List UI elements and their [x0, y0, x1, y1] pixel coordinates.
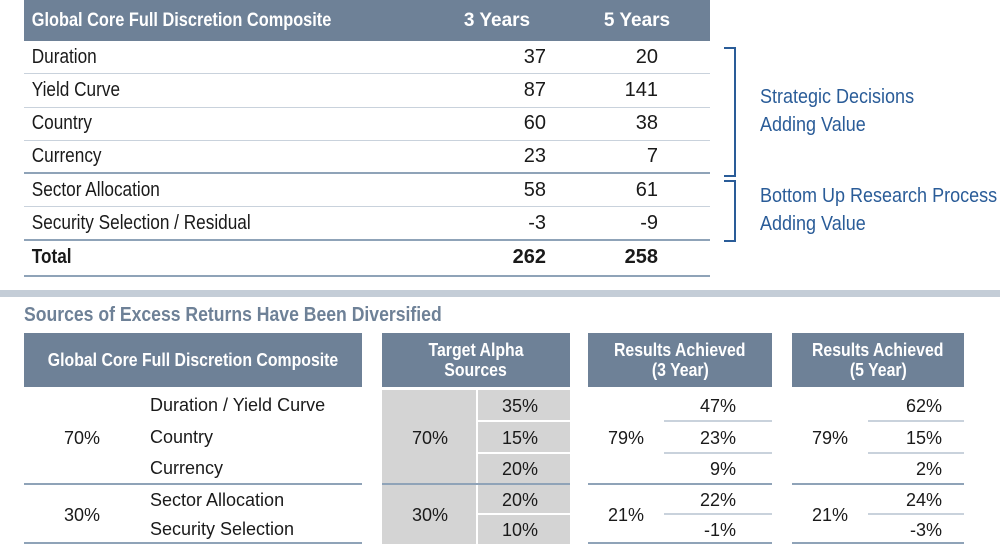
row-5-year-value: 61	[635, 178, 658, 201]
table-row: Sector Allocation 58 61	[24, 174, 710, 208]
row-divider	[868, 420, 964, 422]
res3-value: 23%	[699, 428, 736, 448]
target-total: 70%	[412, 428, 449, 448]
row-3-year-value: -3	[528, 211, 546, 234]
total-label: Total	[31, 246, 72, 269]
res3-total: 79%	[608, 428, 645, 448]
section-divider	[0, 290, 1000, 297]
table-bottom-border	[792, 542, 964, 544]
table-row: Currency 23 7	[24, 141, 710, 175]
bottom-up-research-label: Bottom Up Research Process Adding Value	[760, 182, 997, 238]
table-row: Security Selection / Residual -3 -9	[24, 207, 710, 241]
attribution-table: Global Core Full Discretion Composite 3 …	[24, 0, 710, 277]
res3-value: 9%	[709, 459, 736, 479]
header-target-line2: Sources	[444, 360, 508, 380]
row-3-year-value: 60	[523, 112, 546, 135]
row-label: Yield Curve	[31, 78, 121, 101]
res5-total: 21%	[812, 505, 849, 525]
row-divider	[664, 420, 772, 422]
header-target-alpha: Target Alpha Sources	[382, 333, 570, 387]
bottom-up-bracket	[724, 180, 736, 242]
res3-value: -1%	[703, 520, 736, 540]
row-label: Security Selection / Residual	[31, 211, 251, 234]
bottom-up-label-line2: Adding Value	[760, 213, 866, 235]
row-5-year-value: 38	[635, 112, 658, 135]
res5-value: 15%	[905, 428, 942, 448]
table-bottom-border	[588, 542, 772, 544]
res5-value: 62%	[905, 396, 942, 416]
row-divider	[478, 513, 570, 515]
target-value: 10%	[501, 520, 538, 540]
header-res3-line2: (3 Year)	[651, 360, 709, 380]
item-label: Security Selection	[150, 519, 295, 539]
group-share: 70%	[64, 428, 101, 448]
item-label: Sector Allocation	[150, 490, 285, 510]
strategic-bracket	[724, 47, 736, 177]
target-value: 35%	[501, 396, 538, 416]
item-label: Country	[150, 427, 214, 447]
target-column-divider	[476, 390, 478, 544]
row-5-year-value: -9	[640, 211, 658, 234]
row-label: Sector Allocation	[31, 178, 160, 201]
table-bottom-border	[24, 542, 362, 544]
res5-value: -3%	[909, 520, 942, 540]
header-5-years: 5 Years	[603, 9, 671, 31]
header-composite-bottom: Global Core Full Discretion Composite	[24, 333, 362, 387]
header-3-years: 3 Years	[463, 9, 531, 31]
row-5-year-value: 7	[646, 145, 658, 168]
row-3-year-value: 87	[523, 78, 546, 101]
total-row: Total 262 258	[24, 241, 710, 277]
group-share: 30%	[64, 505, 101, 525]
target-total: 30%	[412, 505, 449, 525]
row-3-year-value: 23	[523, 145, 546, 168]
item-label: Currency	[150, 458, 224, 478]
target-value: 20%	[501, 459, 538, 479]
group-separator	[382, 483, 570, 485]
strategic-label-line1: Strategic Decisions	[760, 86, 915, 108]
group-separator	[588, 483, 772, 485]
row-divider	[664, 452, 772, 454]
row-3-year-value: 58	[523, 178, 546, 201]
row-divider	[868, 513, 964, 515]
row-5-year-value: 20	[635, 45, 658, 68]
row-label: Duration	[31, 45, 97, 68]
total-3-year-value: 262	[512, 246, 546, 269]
res3-total: 21%	[608, 505, 645, 525]
res3-value: 47%	[699, 396, 736, 416]
row-3-year-value: 37	[523, 45, 546, 68]
header-composite: Global Core Full Discretion Composite	[31, 9, 332, 31]
row-divider	[478, 452, 570, 454]
header-composite-label: Global Core Full Discretion Composite	[47, 350, 339, 370]
res5-total: 79%	[812, 428, 849, 448]
total-5-year-value: 258	[624, 246, 658, 269]
item-label: Duration / Yield Curve	[150, 395, 326, 415]
header-res5-line1: Results Achieved	[812, 340, 944, 360]
target-value: 15%	[501, 428, 538, 448]
group-separator	[792, 483, 964, 485]
table-row: Country 60 38	[24, 108, 710, 141]
strategic-label-line2: Adding Value	[760, 114, 866, 136]
res3-value: 22%	[699, 490, 736, 510]
res5-value: 24%	[905, 490, 942, 510]
row-label: Currency	[31, 145, 102, 168]
header-results-5-year: Results Achieved (5 Year)	[792, 333, 964, 387]
header-res3-line1: Results Achieved	[614, 340, 746, 360]
header-res5-line2: (5 Year)	[849, 360, 907, 380]
strategic-decisions-label: Strategic Decisions Adding Value	[760, 83, 914, 139]
row-5-year-value: 141	[624, 78, 658, 101]
res5-value: 2%	[915, 459, 942, 479]
attribution-table-header: Global Core Full Discretion Composite 3 …	[24, 0, 710, 41]
header-target-line1: Target Alpha	[428, 340, 524, 360]
header-results-3-year: Results Achieved (3 Year)	[588, 333, 772, 387]
row-divider	[664, 513, 772, 515]
table-row: Yield Curve 87 141	[24, 74, 710, 108]
bottom-up-label-line1: Bottom Up Research Process	[760, 185, 998, 207]
row-label: Country	[31, 112, 92, 135]
table-row: Duration 37 20	[24, 41, 710, 75]
row-divider	[478, 420, 570, 422]
target-value: 20%	[501, 490, 538, 510]
diversified-title: Sources of Excess Returns Have Been Dive…	[24, 304, 442, 326]
row-divider	[868, 452, 964, 454]
group-separator	[24, 483, 362, 485]
